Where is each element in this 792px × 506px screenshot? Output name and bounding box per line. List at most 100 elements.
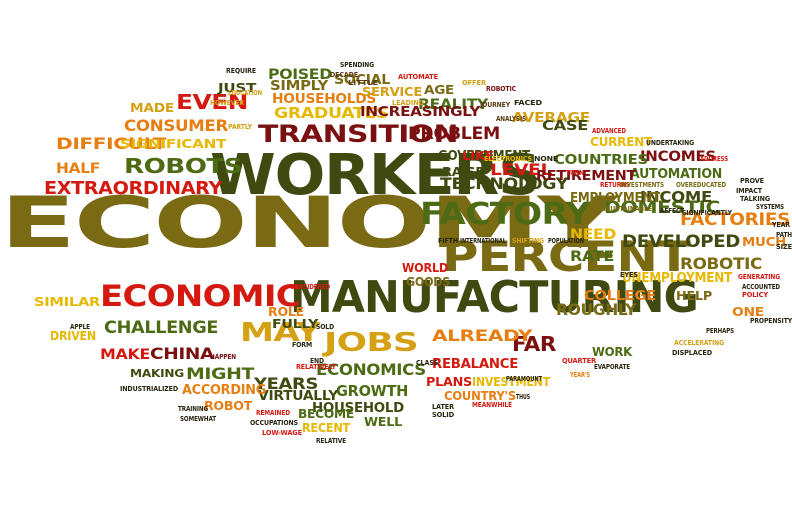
cloud-word: RETURNS — [600, 181, 630, 189]
cloud-word: MAKING — [130, 367, 184, 380]
cloud-word: LEVEL — [490, 160, 553, 179]
cloud-word: INCREASINGLY — [360, 105, 481, 120]
cloud-word: ROBOT — [204, 399, 252, 413]
cloud-word: PROBLEM — [408, 124, 501, 144]
cloud-word: GOVERNMENT — [438, 149, 530, 164]
cloud-word: HAPPEN — [210, 353, 237, 361]
cloud-word: TRANSITION — [258, 120, 459, 148]
cloud-word: DISPLACED — [672, 349, 713, 357]
cloud-word: PATH — [776, 231, 792, 239]
cloud-word: PROVE — [740, 177, 764, 185]
cloud-word: TURN — [566, 169, 585, 177]
cloud-word: OFFER — [462, 79, 486, 87]
cloud-word: REALITY — [418, 97, 488, 113]
cloud-word: FACED — [514, 99, 543, 107]
cloud-word: CURRENT — [590, 135, 653, 149]
cloud-word: JOBS — [324, 328, 419, 358]
cloud-word: MANUFACTURING — [290, 272, 699, 323]
cloud-word: RAISE — [442, 165, 485, 179]
cloud-word: LOW-WAGE — [262, 429, 302, 437]
cloud-word: JUST — [218, 81, 256, 95]
cloud-word: DRIVEN — [50, 329, 96, 343]
cloud-word: ECONOMICS — [316, 360, 426, 379]
cloud-word: ONE — [732, 305, 765, 319]
cloud-word: LATER — [432, 403, 454, 411]
cloud-word: VIRTUALLY — [258, 389, 338, 404]
cloud-word: RECENT — [302, 421, 351, 435]
cloud-word: DOMESTIC — [604, 198, 721, 218]
cloud-word: FACTORY — [420, 197, 591, 232]
cloud-word: FAR — [512, 332, 557, 356]
cloud-word: SOMEWHAT — [180, 415, 217, 423]
cloud-word: HELP — [676, 289, 712, 303]
cloud-word: SPENDING — [340, 61, 374, 69]
cloud-word: THUS — [516, 393, 531, 401]
cloud-word: AGE — [424, 83, 455, 97]
cloud-word: ROBOTIC — [486, 85, 517, 93]
cloud-word: MAY — [240, 318, 321, 348]
cloud-word: ECONOMY — [0, 182, 618, 264]
cloud-word: SYSTEMS — [756, 203, 784, 211]
cloud-word: FIFTH — [438, 237, 459, 245]
cloud-word: SHIFTING — [512, 237, 544, 245]
cloud-word: PLANS — [426, 375, 472, 389]
cloud-word: ELECTRONICS — [484, 155, 532, 163]
cloud-word: ALREADY — [432, 326, 533, 345]
cloud-word: SERVICE — [362, 85, 423, 99]
cloud-word: REMAINED — [256, 409, 291, 417]
cloud-word: IMPACT — [736, 187, 762, 195]
cloud-word: MIGHT — [186, 364, 254, 383]
cloud-word: AUTOMATION — [630, 167, 723, 182]
cloud-word: BECOME — [298, 407, 354, 421]
cloud-word: LIKE — [462, 149, 495, 163]
cloud-word: COUNTRY'S — [444, 389, 516, 403]
cloud-word: RELATIVELY — [296, 363, 337, 371]
cloud-word: INDUSTRIALIZED — [120, 385, 179, 393]
cloud-word: AFFECT — [660, 207, 684, 215]
cloud-word: ROLE — [268, 305, 305, 319]
cloud-word: ROBOTS — [124, 154, 243, 178]
cloud-word: SOCIAL — [334, 73, 391, 88]
cloud-word: ANALYSIS — [496, 115, 526, 123]
cloud-word: INCOMES — [640, 149, 716, 165]
cloud-word: HOUSEHOLD — [312, 401, 404, 416]
cloud-word: MEANWHILE — [472, 401, 512, 409]
cloud-word: GROWTH — [336, 382, 409, 400]
cloud-word: SIMPLY — [270, 79, 328, 94]
cloud-word: SOLID — [432, 411, 454, 419]
cloud-word: RELATIVE — [316, 437, 346, 445]
cloud-word: HOWEVER — [210, 99, 245, 107]
cloud-word: EVAPORATE — [594, 363, 631, 371]
cloud-word: AUTOMATE — [398, 73, 439, 81]
cloud-word: COUNTRIES — [554, 153, 648, 168]
cloud-word: RATE — [570, 249, 615, 265]
cloud-word: WORLD — [402, 261, 449, 275]
cloud-word: GOODS — [406, 275, 450, 289]
cloud-word: ROUGHLY — [556, 300, 637, 319]
cloud-word: CASE — [542, 119, 589, 134]
cloud-word: SOLD — [316, 323, 335, 331]
cloud-word: INTERNATIONAL — [460, 237, 506, 245]
cloud-word: YEAR — [772, 221, 790, 229]
cloud-word: INCOME — [640, 188, 713, 206]
cloud-word: APPLE — [70, 323, 90, 331]
cloud-word: SIGNIFICANT — [120, 137, 227, 151]
cloud-word: DIFFICULT — [56, 134, 167, 153]
cloud-word: CHINA — [150, 344, 214, 363]
cloud-word: ECONOMIC — [100, 279, 301, 313]
cloud-word: OCCUPATIONS — [250, 419, 298, 427]
cloud-word: SIGNIFICANTLY — [682, 209, 732, 217]
cloud-word: GRADUATES — [274, 104, 388, 122]
cloud-word: MUCH — [742, 235, 787, 249]
cloud-word: JOURNEY — [480, 101, 510, 109]
cloud-word: LEADING — [392, 99, 424, 107]
cloud-word: GENERATING — [738, 273, 781, 281]
cloud-word: QUARTER — [562, 357, 596, 365]
cloud-word: ROBOTIC — [680, 254, 762, 273]
cloud-word: RETIREMENT — [536, 169, 637, 184]
cloud-word: DECADE — [330, 71, 359, 79]
cloud-word: HALF — [56, 161, 100, 177]
cloud-word: PERCENT — [442, 232, 691, 281]
cloud-word: TECHNOLOGY — [440, 174, 568, 193]
